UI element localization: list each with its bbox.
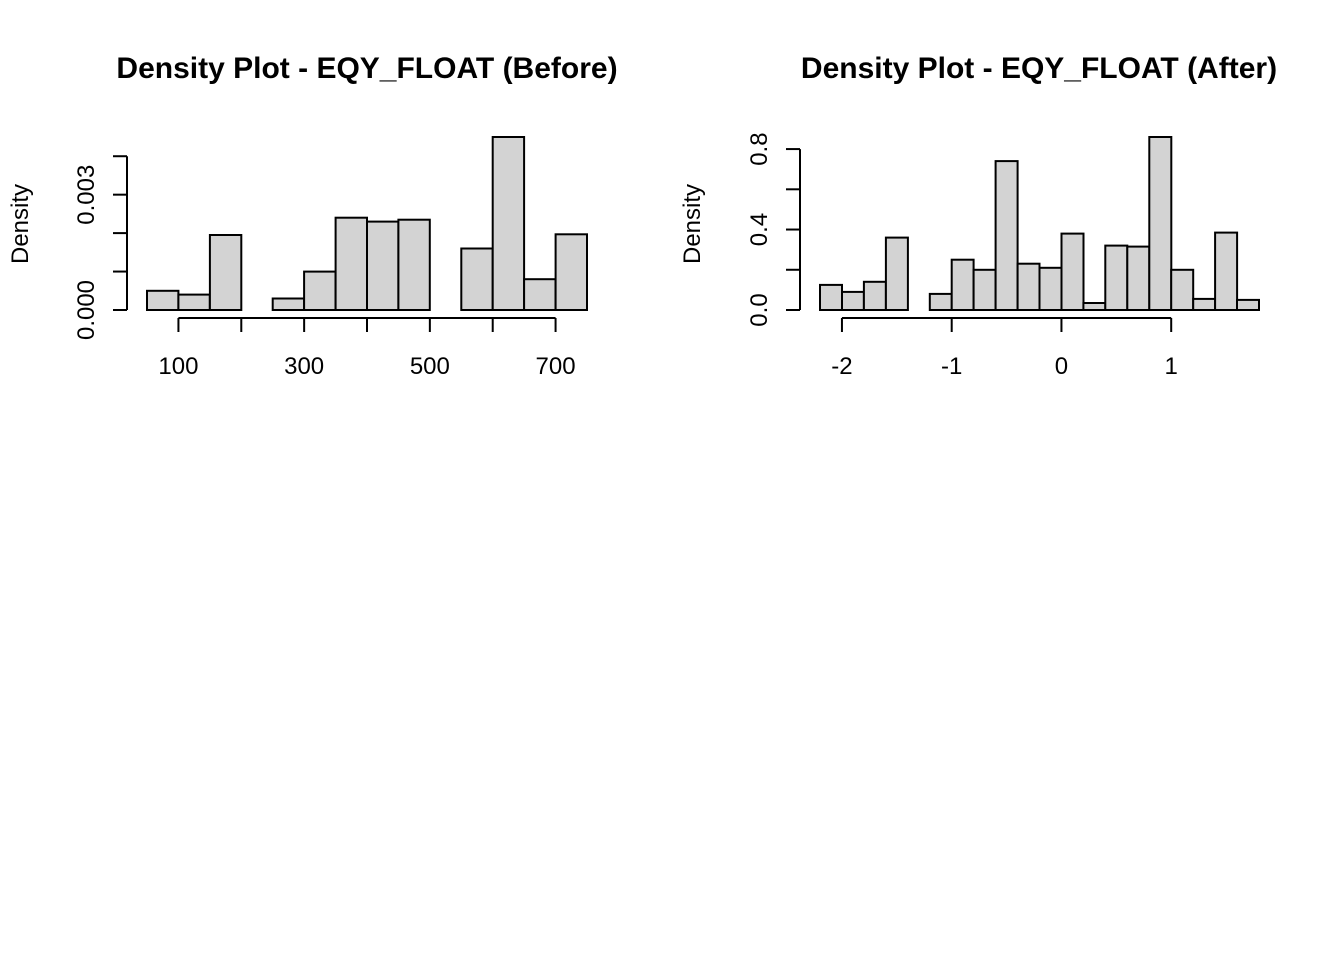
histogram-bar <box>366 220 400 312</box>
histogram-bar <box>208 234 243 311</box>
y-axis: 0.0 0.4 0.8 <box>746 132 801 327</box>
histogram-bar <box>862 280 887 311</box>
y-axis-label: Density <box>679 184 706 264</box>
histogram-bar <box>928 292 953 311</box>
histogram-bar <box>1038 266 1063 311</box>
x-tick-label: 100 <box>158 353 198 380</box>
x-axis: 100 300 500 700 <box>158 317 576 380</box>
x-tick-label: 1 <box>1165 353 1178 380</box>
y-tick-label: 0.0 <box>746 293 773 326</box>
histogram-bar <box>1192 297 1217 311</box>
x-tick-label: -2 <box>831 353 852 380</box>
histogram-bar <box>334 216 369 311</box>
histogram-before: Density Plot - EQY_FLOAT (Before) Densit… <box>7 52 618 380</box>
x-tick-label: 300 <box>284 353 324 380</box>
histogram-bar <box>1104 244 1129 312</box>
histogram-bar <box>1170 268 1195 311</box>
x-tick-label: 700 <box>536 353 576 380</box>
histogram-bar <box>1060 232 1085 312</box>
y-axis: 0.000 0.003 <box>73 155 128 340</box>
histogram-bar <box>1214 231 1239 312</box>
bars <box>146 136 588 312</box>
y-axis-label: Density <box>7 184 34 264</box>
histogram-bar <box>491 136 526 311</box>
histogram-bar <box>303 270 337 312</box>
histogram-bar <box>841 290 865 311</box>
histogram-bar <box>819 283 843 311</box>
histogram-bar <box>1016 262 1041 312</box>
histogram-after: Density Plot - EQY_FLOAT (After) Density… <box>679 52 1277 380</box>
y-tick-label: 0.8 <box>746 132 773 165</box>
histogram-bar <box>1148 136 1173 311</box>
y-tick-label: 0.003 <box>73 165 100 225</box>
histogram-bar <box>1082 302 1107 311</box>
chart-title: Density Plot - EQY_FLOAT (After) <box>801 52 1277 85</box>
histogram-bar <box>397 218 431 311</box>
chart-title: Density Plot - EQY_FLOAT (Before) <box>116 52 617 85</box>
y-tick-label: 0.4 <box>746 213 773 246</box>
histogram-bar <box>177 293 211 312</box>
x-tick-label: 500 <box>410 353 450 380</box>
histogram-bar <box>554 233 588 311</box>
bars <box>819 136 1260 312</box>
y-tick-label: 0.000 <box>73 280 100 340</box>
histogram-bar <box>460 247 494 311</box>
histogram-bar <box>1126 245 1151 312</box>
histogram-bar <box>523 278 557 312</box>
x-axis: -2 -1 0 1 <box>831 317 1178 380</box>
histogram-bar <box>146 289 180 311</box>
histogram-bar <box>271 297 306 311</box>
histogram-bar <box>950 258 975 312</box>
x-tick-label: 0 <box>1055 353 1068 380</box>
histogram-bar <box>972 268 997 311</box>
histogram-bar <box>1236 298 1260 311</box>
x-tick-label: -1 <box>941 353 962 380</box>
histogram-bar <box>994 160 1019 311</box>
histogram-bar <box>884 236 909 312</box>
